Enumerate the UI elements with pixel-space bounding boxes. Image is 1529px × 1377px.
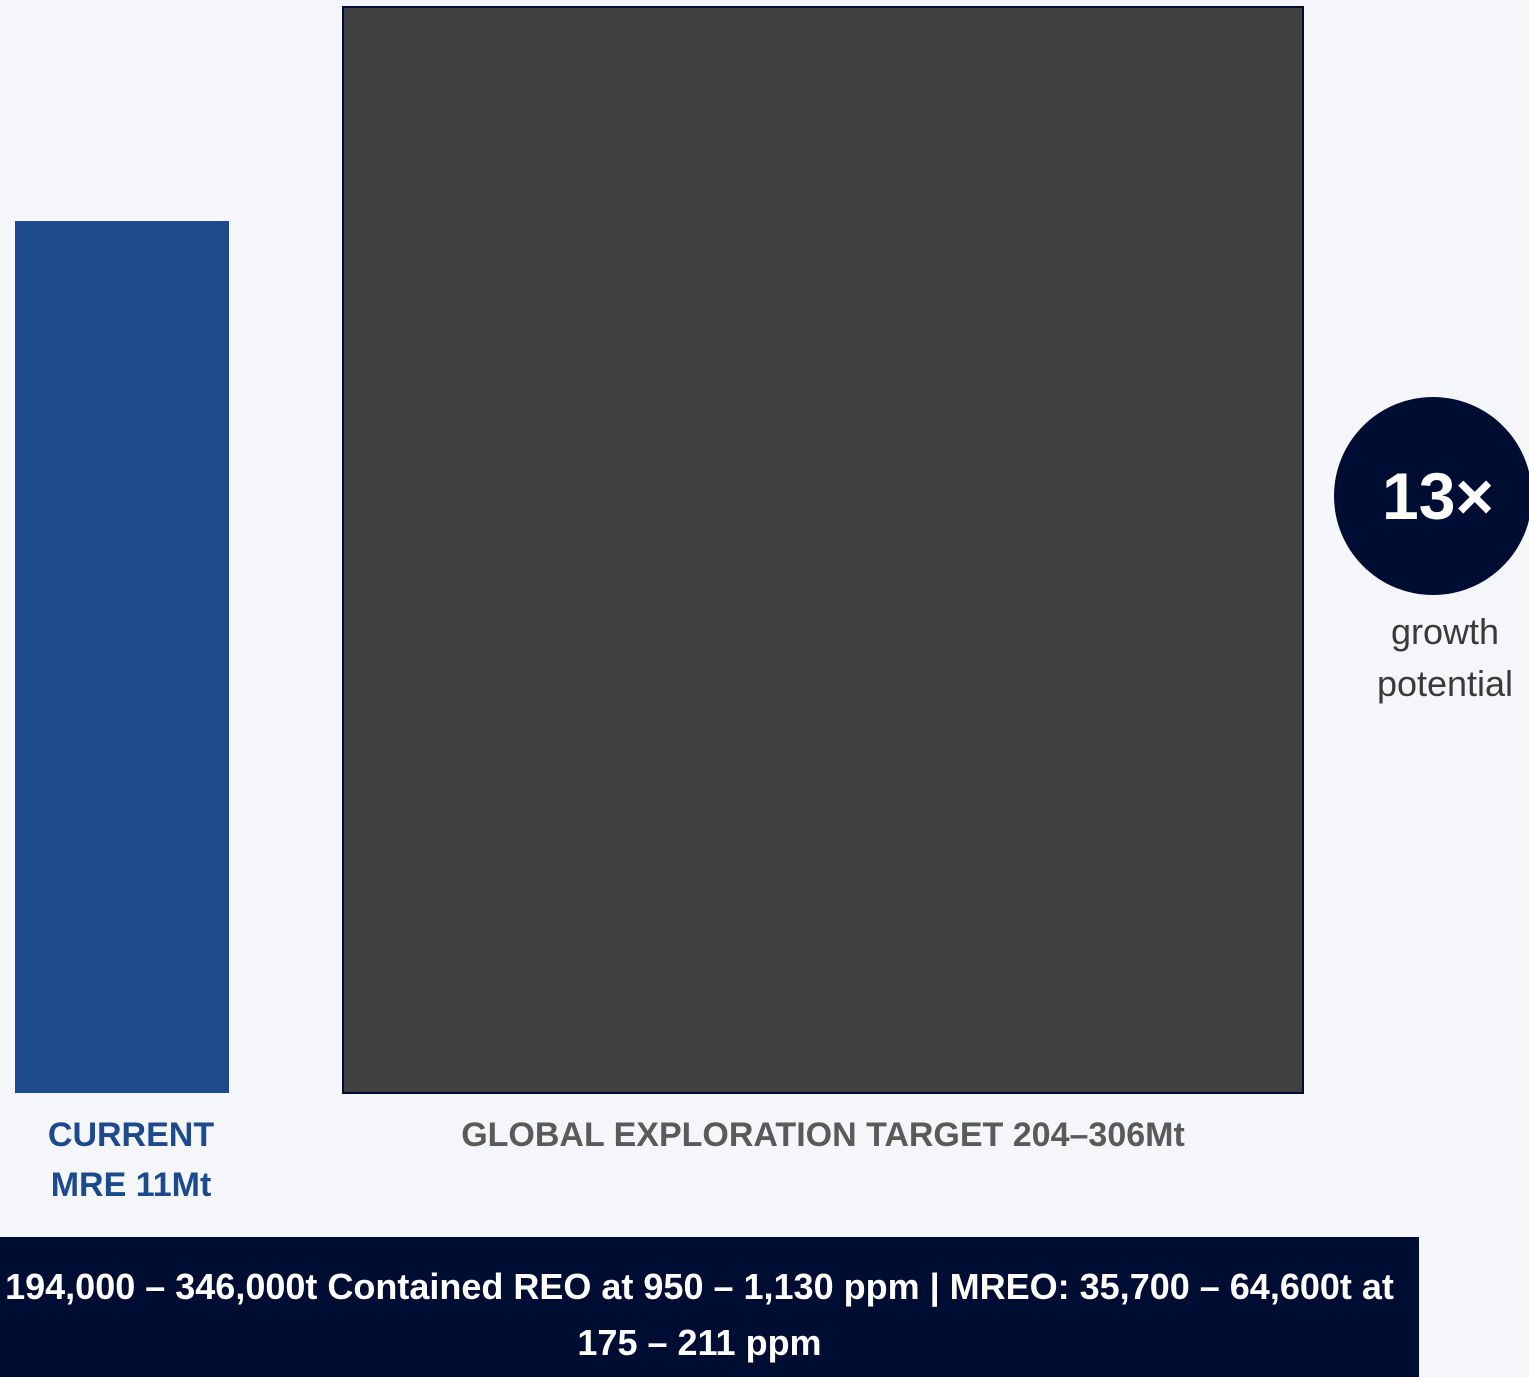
growth-multiplier: 13× (1382, 459, 1494, 533)
bar-label-current: CURRENT MRE 11Mt (47, 1116, 215, 1204)
bar-current-mre (15, 221, 229, 1094)
summary-banner: 194,000 – 346,000t Contained REO at 950 … (0, 1237, 1419, 1377)
growth-caption: growth potential (1376, 611, 1514, 704)
growth-badge: 13× (1334, 397, 1529, 595)
summary-text: 194,000 – 346,000t Contained REO at 950 … (5, 1266, 1394, 1363)
bar-global-exploration-target (342, 6, 1304, 1094)
bar-label-global: GLOBAL EXPLORATION TARGET 204–306Mt (461, 1116, 1185, 1154)
